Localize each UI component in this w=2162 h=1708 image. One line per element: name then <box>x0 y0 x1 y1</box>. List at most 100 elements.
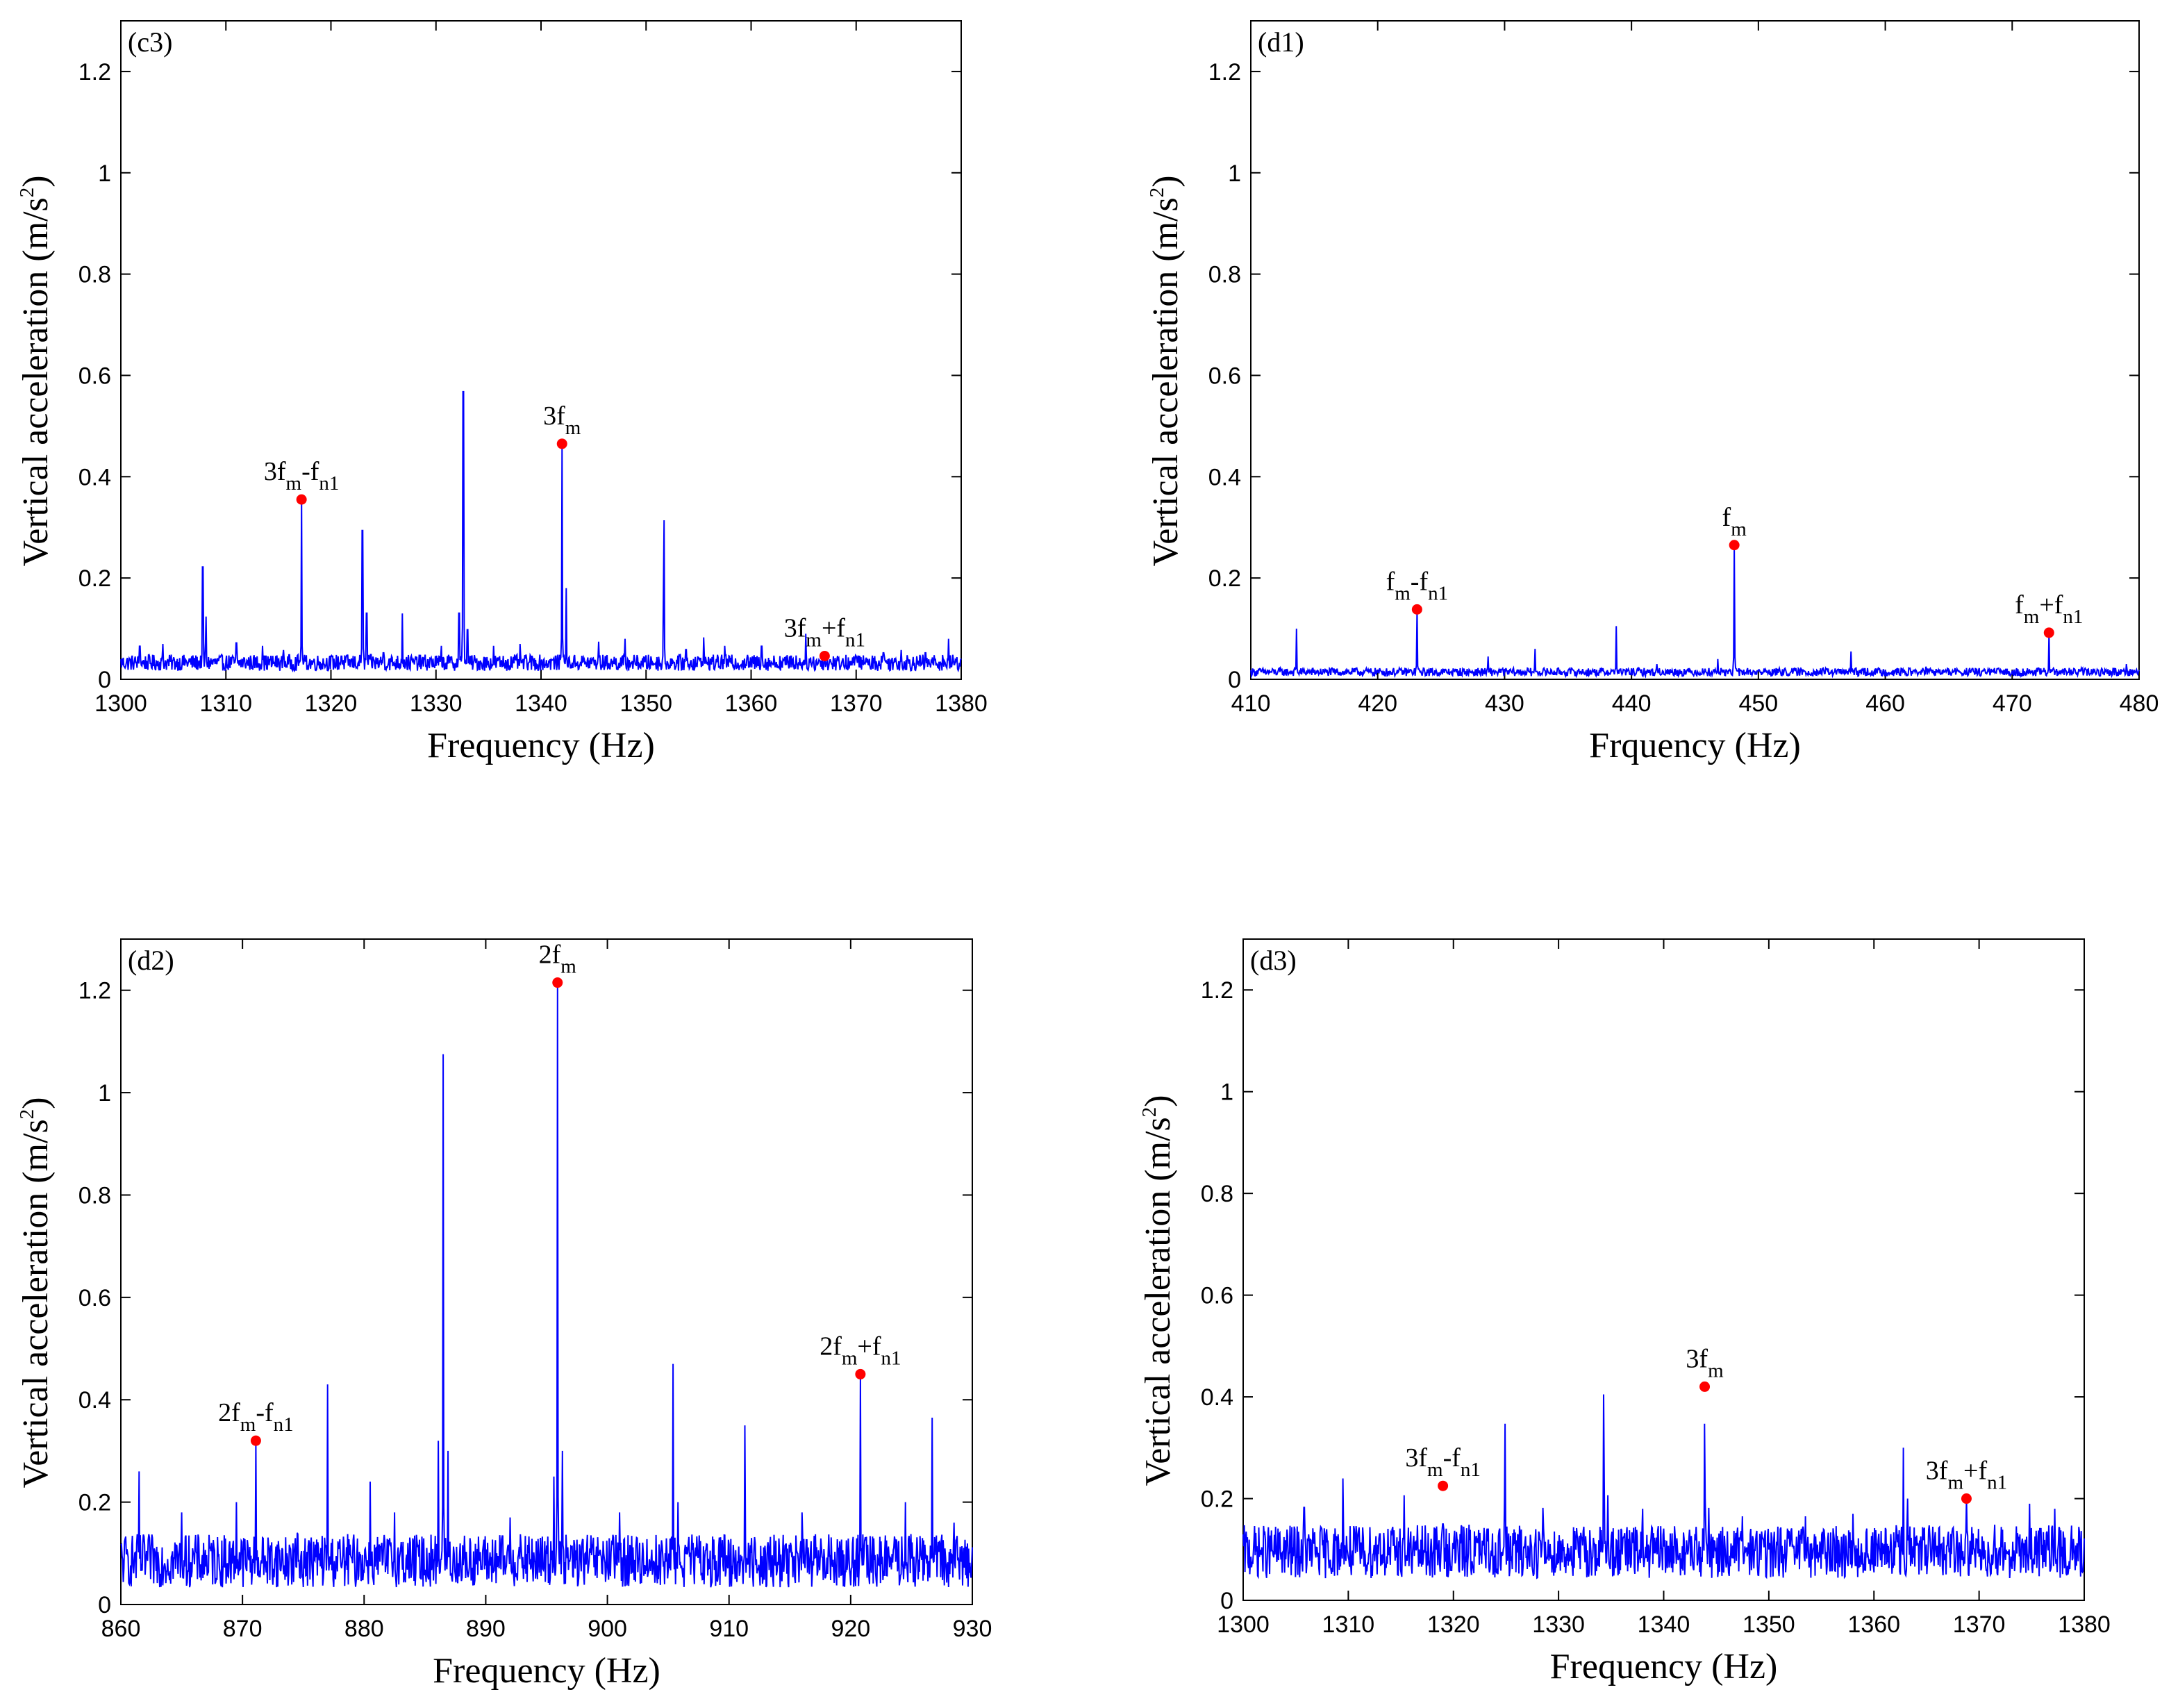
ann-sub2: n1 <box>319 472 339 495</box>
y-axis-label-end: ) <box>16 175 56 187</box>
x-tick-label: 1380 <box>935 690 988 717</box>
peak-annotation: 3fm <box>543 401 581 439</box>
plot-frame <box>120 938 973 1605</box>
x-tick-label: 910 <box>709 1616 749 1642</box>
y-axis-label-sup: 2 <box>16 1109 38 1120</box>
y-tick-label: 0.2 <box>78 565 111 592</box>
ann-mid: +f <box>822 613 845 642</box>
x-tick-label: 1320 <box>305 690 358 717</box>
ann-mid: +f <box>2039 590 2063 620</box>
peak-marker <box>296 494 307 505</box>
y-tick-label: 0.6 <box>78 363 111 389</box>
y-tick-label: 0.6 <box>1201 1283 1233 1309</box>
y-axis-label-main: Vertical acceleration (m/s <box>1146 197 1186 566</box>
x-tick-label: 430 <box>1485 690 1524 717</box>
y-tick-label: 0 <box>98 1592 111 1618</box>
peak-annotation: 3fm+fn1 <box>1926 1457 2007 1494</box>
ann-main: f <box>1386 567 1395 596</box>
x-tick-label: 870 <box>223 1616 263 1642</box>
ann-mid: -f <box>1411 567 1429 596</box>
ann-sub: m <box>1708 1359 1724 1382</box>
y-tick-label: 1.2 <box>78 59 111 85</box>
y-axis-label-sup: 2 <box>16 188 38 198</box>
x-tick-label: 1380 <box>2058 1611 2111 1638</box>
x-axis-label: Frequency (Hz) <box>427 726 655 765</box>
x-axis-label: Frequency (Hz) <box>433 1651 660 1691</box>
peak-annotation: 2fm-fn1 <box>218 1398 294 1436</box>
peak-annotation: 3fm+fn1 <box>784 613 865 651</box>
x-tick-label: 480 <box>2120 690 2159 717</box>
ann-sub: m <box>1427 1459 1443 1481</box>
peak-annotation: 3fm-fn1 <box>264 457 340 495</box>
y-tick-label: 0.4 <box>78 1387 111 1413</box>
x-tick-label: 1300 <box>94 690 147 717</box>
y-tick-label: 0 <box>1220 1588 1233 1614</box>
y-tick-label: 1.2 <box>1201 977 1233 1004</box>
y-tick-label: 1.2 <box>78 978 111 1004</box>
ann-main: f <box>2015 590 2024 620</box>
y-tick-label: 0 <box>1228 667 1241 693</box>
y-tick-label: 1 <box>1228 160 1241 187</box>
spectrum-series-line <box>120 390 962 673</box>
ann-mid: -f <box>1443 1443 1461 1473</box>
x-tick-label: 450 <box>1738 690 1778 717</box>
y-tick-label: 0.2 <box>1201 1486 1233 1513</box>
y-axis-label: Vertical acceleration (m/s2) <box>16 1097 56 1488</box>
panel-label: (d1) <box>1258 26 1304 58</box>
chart-panel-d1: 410 420 430 440 450 460 470 480 0 0.2 0.4 0.6 0.8 1 1.… <box>1146 20 2159 765</box>
ann-sub: m <box>806 629 822 651</box>
y-axis-label-main: Vertical acceleration (m/s <box>16 1119 56 1488</box>
peak-annotation: fm+fn1 <box>2015 590 2083 628</box>
ann-sub2: n1 <box>274 1413 294 1436</box>
x-tick-label: 1300 <box>1217 1611 1270 1638</box>
peak-marker <box>1729 540 1740 551</box>
peak-marker <box>819 650 830 661</box>
panel-label: (c3) <box>128 26 172 58</box>
y-tick-label: 0.6 <box>78 1285 111 1311</box>
peak-marker <box>250 1435 261 1446</box>
ann-sub: m <box>2024 606 2040 628</box>
peak-marker <box>1699 1381 1711 1392</box>
chart-panel-c3: 1300 1310 1320 1330 1340 1350 1360 1370 1380 0 0.2… <box>16 20 988 765</box>
panel-label: (d2) <box>128 945 174 976</box>
y-axis-label-end: ) <box>1146 175 1186 187</box>
x-tick-label: 860 <box>101 1616 141 1642</box>
x-tick-label: 890 <box>466 1616 506 1642</box>
ann-sub2: n1 <box>1987 1472 2007 1494</box>
ann-mid: -f <box>256 1398 274 1427</box>
ann-sub: m <box>286 472 302 495</box>
y-axis-label-end: ) <box>16 1097 56 1109</box>
y-tick-label: 0.8 <box>1201 1181 1233 1207</box>
peak-annotation: fm-fn1 <box>1386 567 1449 604</box>
peak-marker <box>556 438 567 449</box>
y-tick-label: 1 <box>98 160 111 187</box>
y-tick-label: 0.6 <box>1208 363 1241 389</box>
y-tick-label: 0.8 <box>78 1182 111 1209</box>
ann-mid: +f <box>857 1332 881 1361</box>
x-tick-label: 1330 <box>410 690 463 717</box>
x-tick-label: 440 <box>1612 690 1652 717</box>
y-axis-label: Vertical acceleration (m/s2) <box>1146 175 1186 566</box>
y-tick-label: 0.4 <box>78 464 111 490</box>
x-axis-label: Frquency (Hz) <box>1589 726 1801 765</box>
peak-annotation: fm <box>1722 503 1747 540</box>
x-tick-label: 1370 <box>830 690 883 717</box>
spectrum-series-line <box>1242 1394 2085 1580</box>
x-tick-label: 1350 <box>620 690 672 717</box>
ann-mid: -f <box>301 457 319 486</box>
x-tick-label: 1340 <box>1638 1611 1690 1638</box>
spectrum-series-line <box>1250 545 2140 679</box>
ann-sub2: n1 <box>1461 1459 1481 1481</box>
x-tick-label: 1360 <box>1847 1611 1900 1638</box>
y-axis-label-sup: 2 <box>1146 188 1168 198</box>
spectrum-series-line <box>120 982 973 1588</box>
ann-sub: m <box>240 1413 256 1436</box>
ann-main: 2f <box>218 1398 240 1427</box>
y-axis-label-sup: 2 <box>1138 1107 1161 1118</box>
x-tick-label: 880 <box>344 1616 384 1642</box>
peak-marker <box>1961 1493 1972 1504</box>
x-tick-label: 470 <box>1993 690 2032 717</box>
peak-marker <box>1411 604 1422 615</box>
ann-sub: m <box>560 956 576 978</box>
panel-label: (d3) <box>1250 945 1297 976</box>
